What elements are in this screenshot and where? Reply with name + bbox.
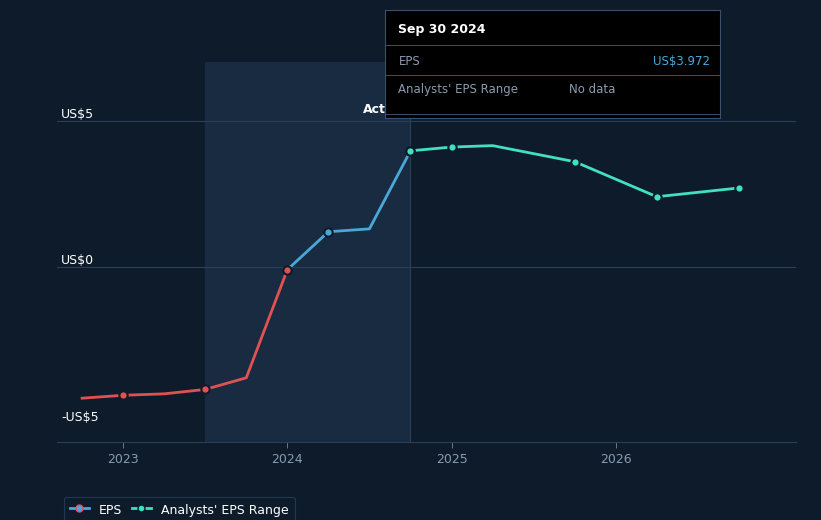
Legend: EPS, Analysts' EPS Range: EPS, Analysts' EPS Range <box>64 497 295 520</box>
Text: Analysts' EPS Range: Analysts' EPS Range <box>398 83 518 96</box>
Text: -US$5: -US$5 <box>62 411 99 424</box>
Bar <box>205 62 410 442</box>
Text: Analysts Forecasts: Analysts Forecasts <box>424 103 540 116</box>
Text: US$5: US$5 <box>62 108 94 121</box>
Text: US$3.972: US$3.972 <box>653 55 710 68</box>
Text: Sep 30 2024: Sep 30 2024 <box>398 23 486 36</box>
Text: Actual: Actual <box>363 103 407 116</box>
Text: No data: No data <box>569 83 616 96</box>
Text: US$0: US$0 <box>62 254 94 267</box>
Text: EPS: EPS <box>398 55 420 68</box>
